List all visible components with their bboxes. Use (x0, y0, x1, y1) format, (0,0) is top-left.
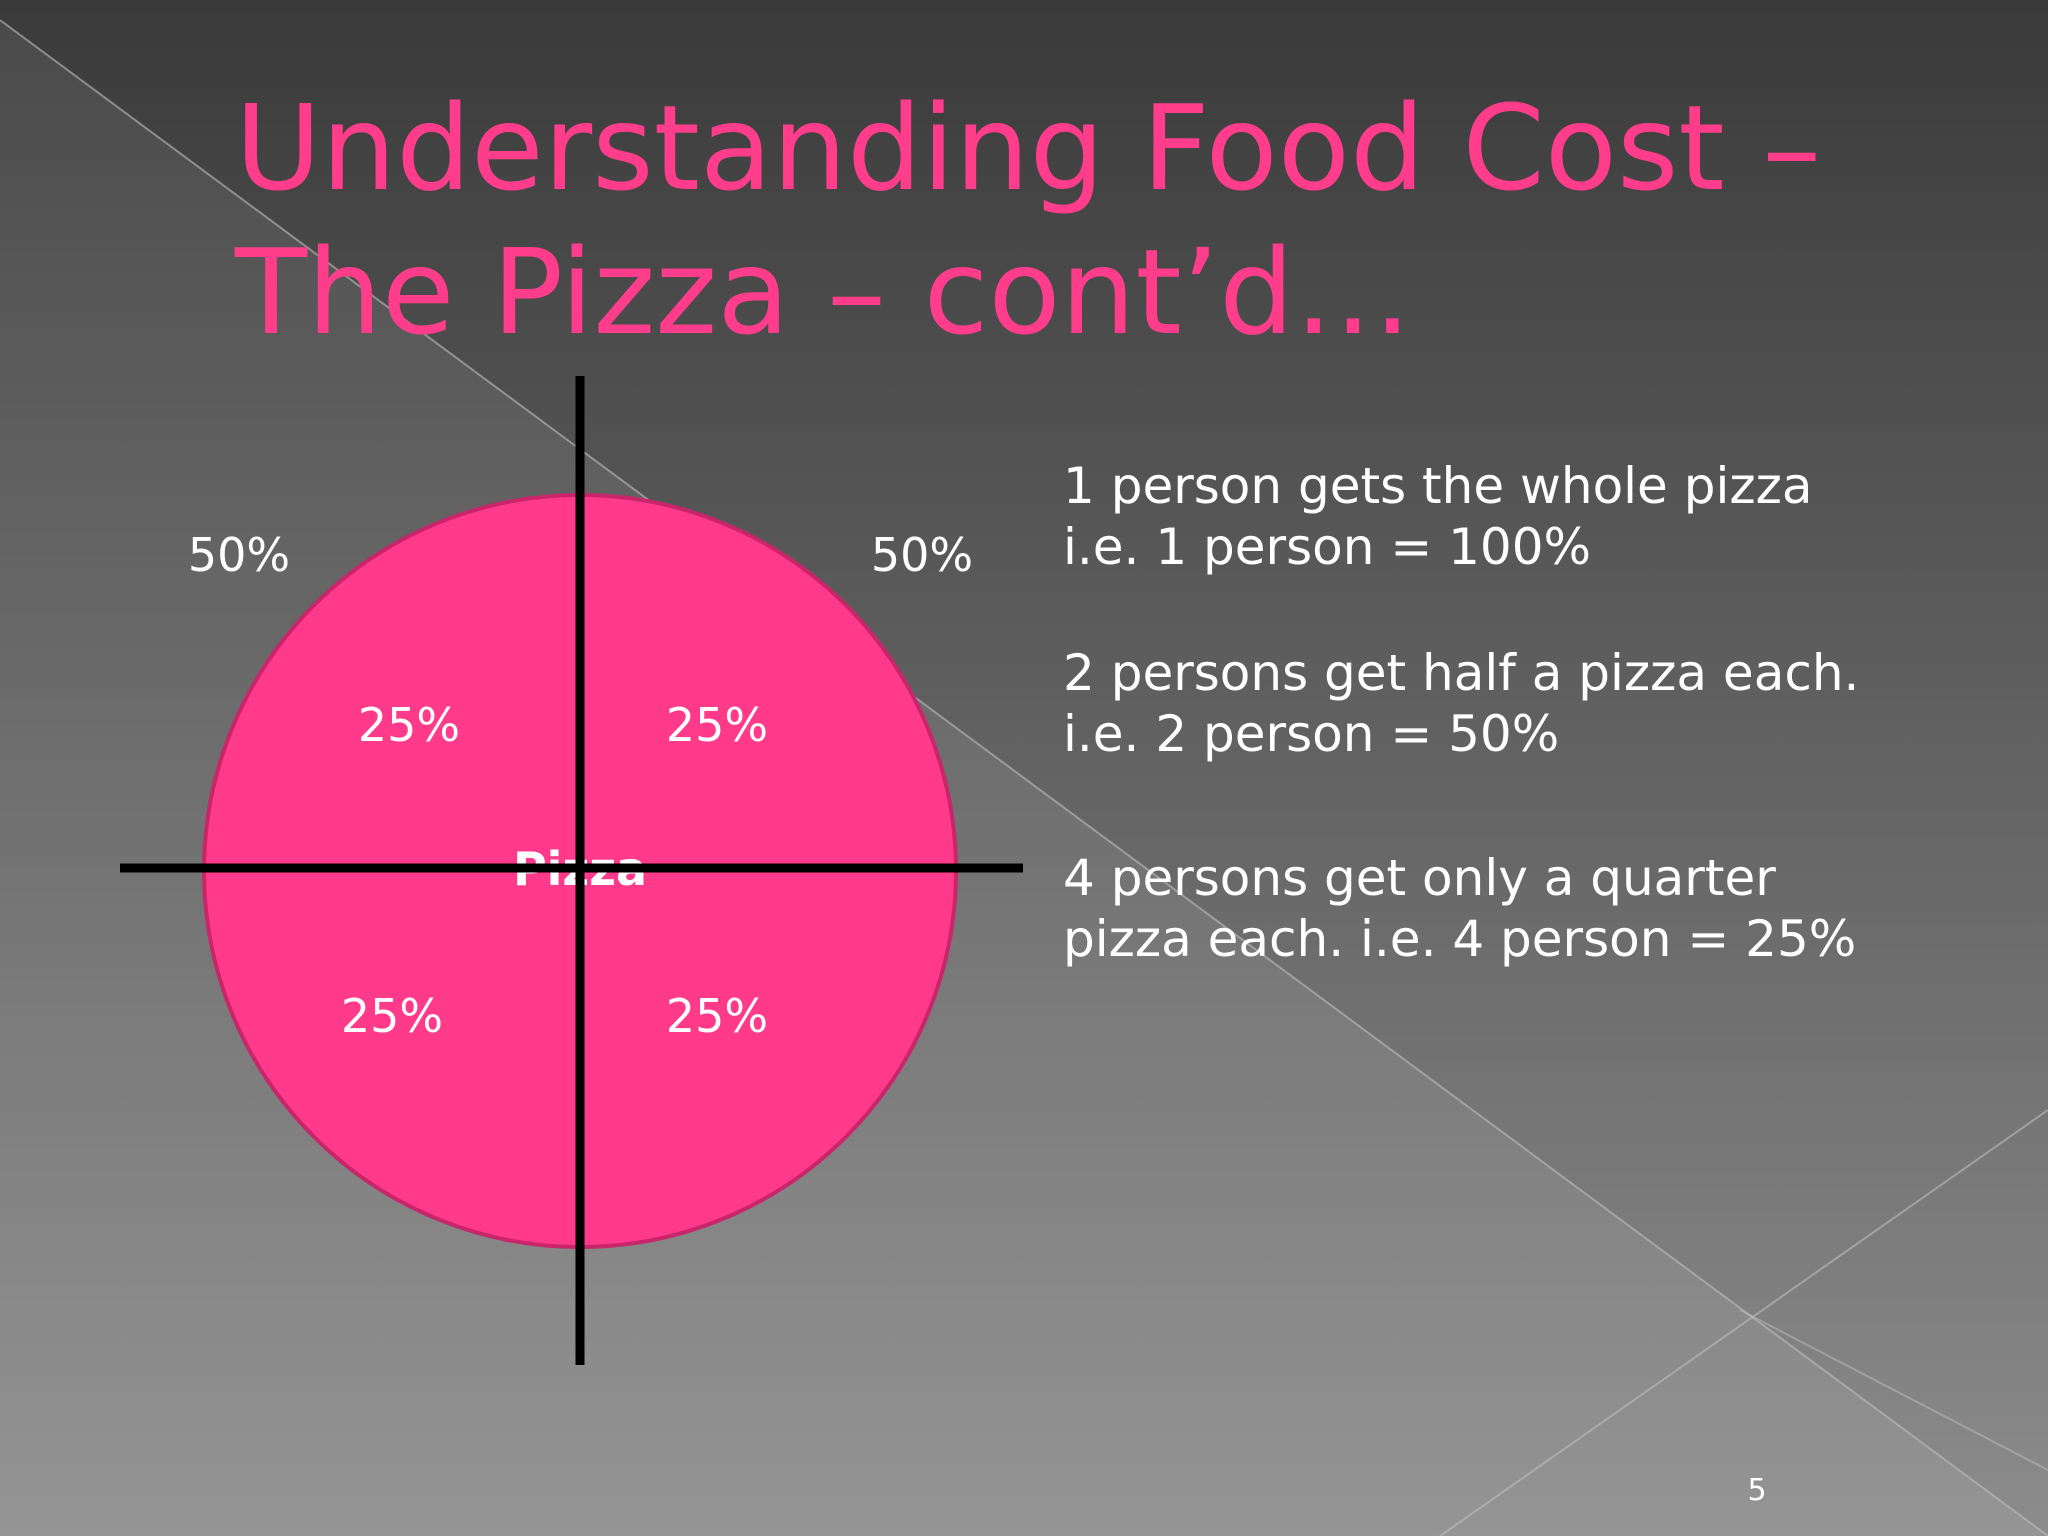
quarter-label: 25% (666, 989, 768, 1043)
paragraph-line: 1 person gets the whole pizza (1063, 457, 1812, 515)
quarter-label: 25% (666, 698, 768, 752)
paragraph-line: pizza each. i.e. 4 person = 25% (1063, 910, 1856, 968)
decor-line (1439, 1109, 2048, 1536)
paragraph-line: 2 persons get half a pizza each. (1063, 644, 1859, 702)
half-label: 50% (188, 528, 290, 582)
title-line: The Pizza – cont’d… (234, 223, 1412, 361)
half-label: 50% (871, 528, 973, 582)
title-line: Understanding Food Cost – (235, 79, 1821, 217)
quarter-label: 25% (358, 698, 460, 752)
decor-line (1739, 1309, 2048, 1471)
slide-number: 5 (1747, 1473, 1766, 1508)
quarter-label: 25% (341, 989, 443, 1043)
paragraph-line: 4 persons get only a quarter (1063, 849, 1776, 907)
paragraph-line: i.e. 2 person = 50% (1063, 705, 1559, 763)
decor-line (0, 19, 2048, 1536)
paragraph-line: i.e. 1 person = 100% (1063, 518, 1591, 576)
